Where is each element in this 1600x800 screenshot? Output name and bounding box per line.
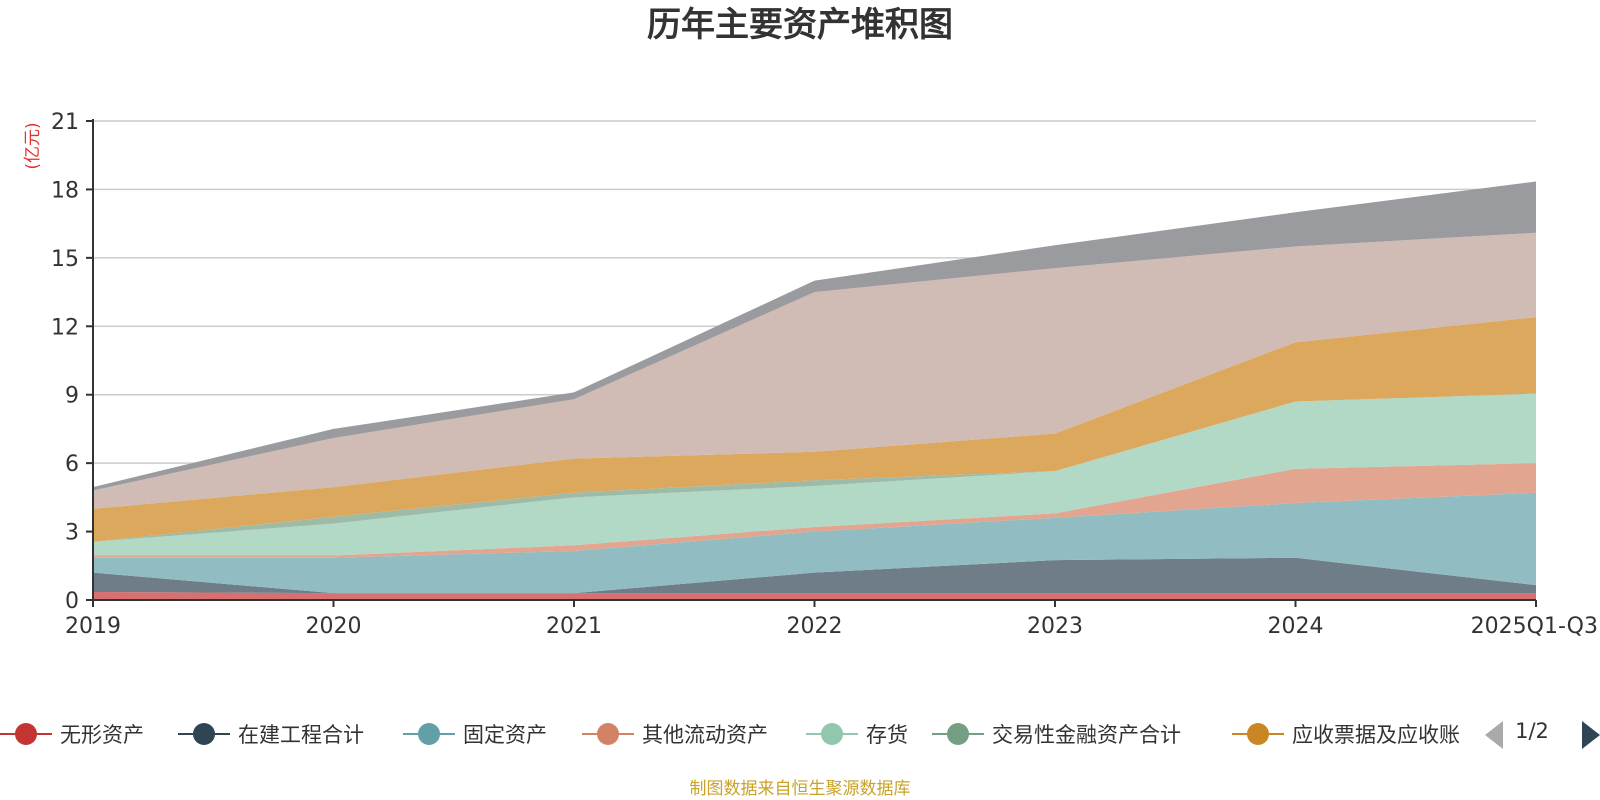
x-tick-label: 2020	[306, 614, 362, 639]
area-series-group	[93, 181, 1536, 600]
legend-item-其他流动资产[interactable]: 其他流动资产	[582, 723, 768, 747]
area-series-9	[93, 181, 1536, 491]
y-axis-unit-label: (亿元)	[23, 122, 43, 169]
y-tick-label: 3	[65, 521, 79, 546]
area-固定资产	[93, 492, 1536, 594]
legend-prev-page-icon[interactable]	[1485, 721, 1503, 749]
legend-marker-icon	[821, 723, 843, 745]
legend-marker-icon	[418, 723, 440, 745]
legend-label: 存货	[866, 723, 908, 747]
data-source-note: 制图数据来自恒生聚源数据库	[690, 779, 911, 799]
x-tick-label: 2023	[1027, 614, 1083, 639]
legend-item-固定资产[interactable]: 固定资产	[403, 723, 547, 747]
legend-item-在建工程合计[interactable]: 在建工程合计	[178, 723, 364, 747]
legend-next-page-icon[interactable]	[1582, 721, 1600, 749]
y-tick-label: 12	[51, 315, 79, 340]
legend-label: 其他流动资产	[642, 723, 768, 747]
area-在建工程合计	[93, 557, 1536, 594]
axes: 0 3 6 9 12 15 18 21 2019 2020 2021 2022 2023 2024 2025…	[51, 110, 1598, 639]
x-tick-label: 2019	[65, 614, 121, 639]
legend-item-交易性金融资产合计[interactable]: 交易性金融资产合计	[932, 723, 1181, 747]
x-tick-label: 2022	[787, 614, 843, 639]
y-tick-label: 21	[51, 110, 79, 135]
legend-label: 交易性金融资产合计	[992, 723, 1181, 747]
legend-item-无形资产[interactable]: 无形资产	[0, 723, 144, 747]
y-tick-label: 9	[65, 384, 79, 409]
chart-title: 历年主要资产堆积图	[647, 5, 953, 45]
legend-item-存货[interactable]: 存货	[806, 723, 908, 747]
y-tick-label: 18	[51, 178, 79, 203]
legend-marker-icon	[947, 723, 969, 745]
y-tick-label: 15	[51, 247, 79, 272]
legend[interactable]: 无形资产 在建工程合计 固定资产 其他流动资产 存货 交易性金融资产合计 应收票据及应收账	[0, 723, 1460, 747]
area-存货	[93, 393, 1536, 556]
x-tick-label: 2025Q1-Q3	[1471, 614, 1598, 639]
legend-label: 无形资产	[60, 723, 144, 747]
legend-item-应收票据及应收账[interactable]: 应收票据及应收账	[1232, 723, 1460, 747]
y-tick-label: 0	[65, 589, 79, 614]
legend-marker-icon	[597, 723, 619, 745]
x-tick-label: 2024	[1268, 614, 1324, 639]
legend-label: 应收票据及应收账	[1292, 723, 1460, 747]
legend-marker-icon	[15, 723, 37, 745]
legend-label: 在建工程合计	[238, 723, 364, 747]
legend-page-indicator: 1/2	[1515, 719, 1549, 743]
area-应收票据及应收账	[93, 317, 1536, 542]
legend-marker-icon	[1247, 723, 1269, 745]
area-其他流动资产	[93, 463, 1536, 558]
legend-label: 固定资产	[463, 723, 547, 747]
y-tick-label: 6	[65, 452, 79, 477]
legend-marker-icon	[193, 723, 215, 745]
area-series-8	[93, 232, 1536, 509]
area-无形资产	[93, 592, 1536, 600]
x-tick-label: 2021	[546, 614, 602, 639]
